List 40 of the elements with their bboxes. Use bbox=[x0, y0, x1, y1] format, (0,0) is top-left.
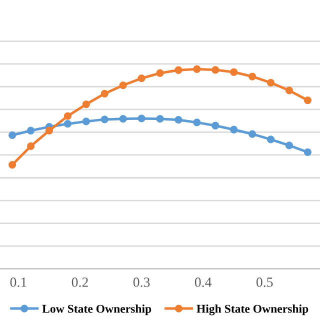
point bbox=[8, 160, 16, 169]
x-tick-label: 0.4 bbox=[194, 278, 212, 287]
point bbox=[64, 112, 72, 120]
point bbox=[212, 66, 220, 74]
point bbox=[119, 81, 127, 90]
point bbox=[26, 142, 35, 150]
point bbox=[64, 120, 72, 128]
x-tick-label: 0.3 bbox=[133, 278, 150, 287]
legend-label: High State Ownership bbox=[196, 304, 308, 316]
x-tick-label: 0.5 bbox=[256, 278, 273, 287]
point bbox=[82, 100, 90, 108]
point bbox=[266, 136, 275, 144]
point bbox=[156, 115, 164, 123]
point bbox=[230, 68, 238, 76]
point bbox=[248, 72, 256, 80]
point bbox=[174, 116, 182, 124]
point bbox=[304, 96, 312, 104]
point bbox=[45, 126, 54, 134]
x-tick-label: 0.1 bbox=[10, 278, 26, 287]
point bbox=[8, 131, 16, 140]
point bbox=[266, 78, 275, 87]
point bbox=[100, 116, 108, 124]
point bbox=[82, 118, 90, 126]
point bbox=[248, 130, 256, 138]
point bbox=[156, 69, 164, 77]
point bbox=[193, 65, 201, 73]
point bbox=[285, 86, 294, 94]
point bbox=[138, 74, 146, 82]
point bbox=[119, 115, 127, 123]
point bbox=[100, 90, 108, 98]
point bbox=[26, 126, 35, 134]
point bbox=[304, 148, 312, 156]
x-tick-label: 0.2 bbox=[72, 278, 88, 287]
point bbox=[212, 122, 220, 130]
legend-label: Low State Ownership bbox=[42, 304, 152, 316]
point bbox=[174, 66, 182, 74]
point bbox=[138, 114, 146, 122]
point bbox=[193, 118, 201, 126]
point bbox=[230, 126, 238, 134]
point bbox=[285, 142, 294, 150]
